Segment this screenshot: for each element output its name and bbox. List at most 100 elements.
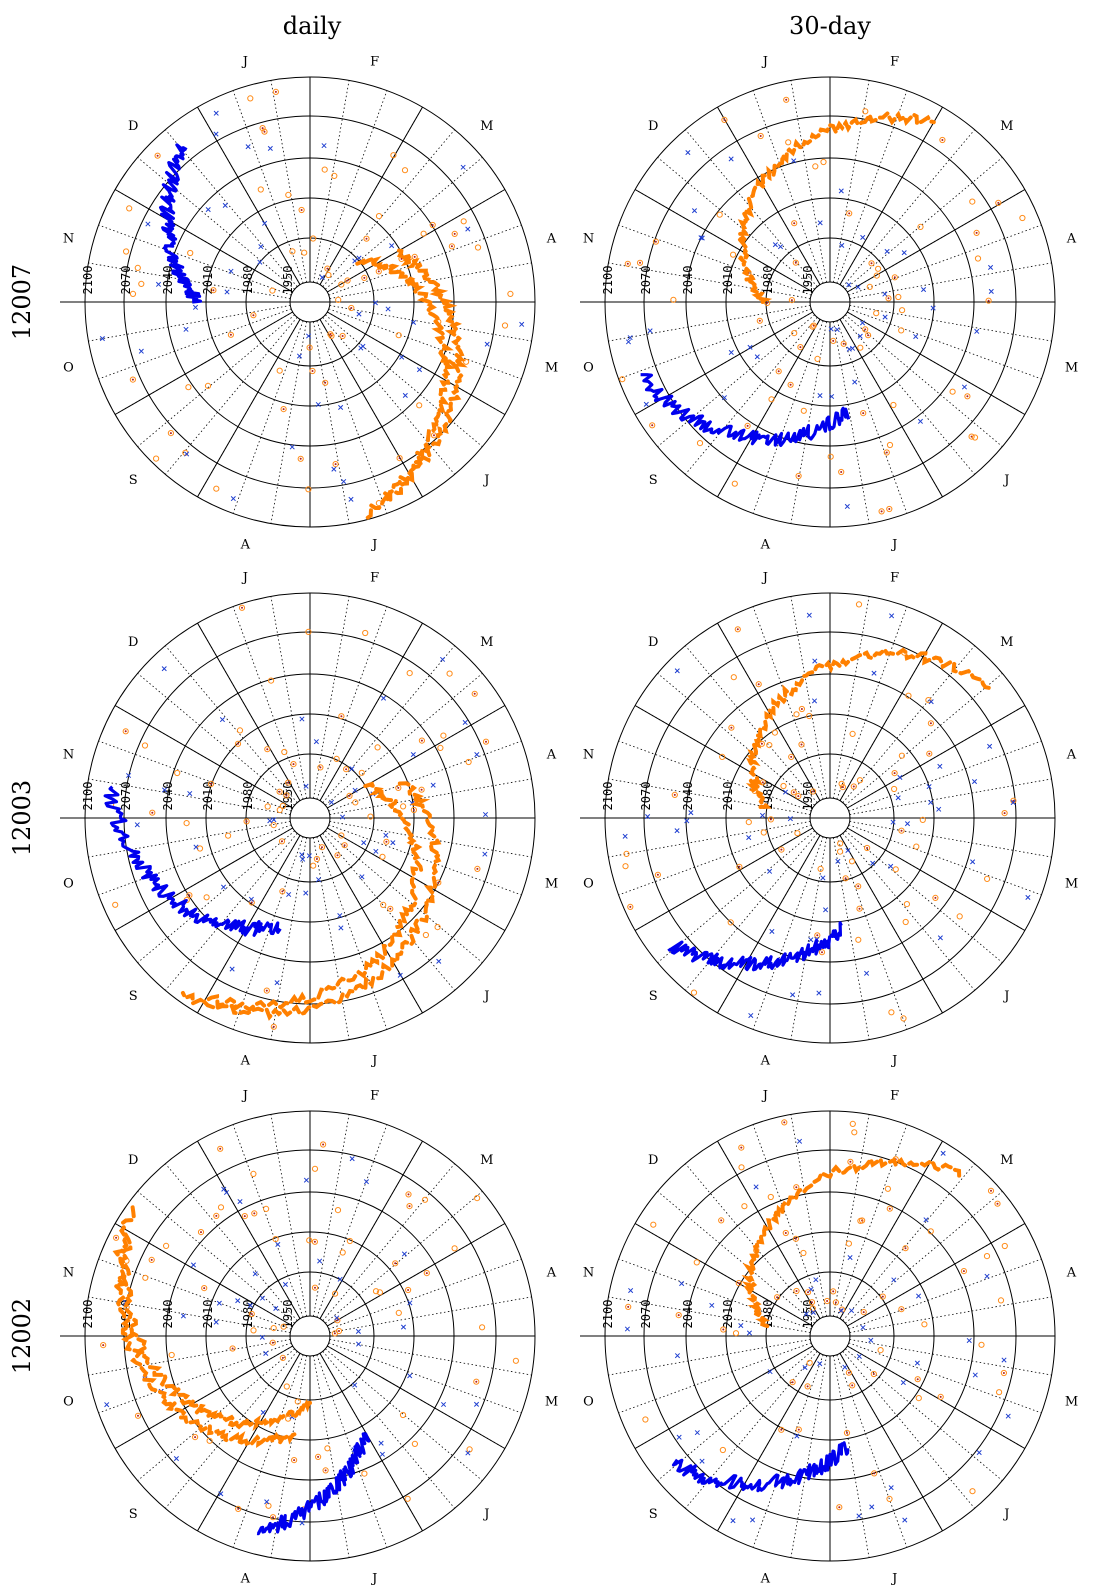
dot-marker — [241, 606, 243, 609]
circle-marker — [297, 455, 304, 462]
x-marker — [205, 207, 211, 213]
circle-marker — [768, 396, 775, 403]
dot-marker — [888, 1207, 891, 1210]
month-label: S — [649, 1507, 658, 1522]
ring-label: 1980 — [241, 1300, 255, 1329]
circle-marker — [836, 1504, 843, 1511]
circle-marker — [451, 1245, 458, 1252]
dotted-spoke — [790, 837, 827, 1040]
x-marker — [902, 1517, 908, 1523]
circle-marker — [201, 1285, 208, 1292]
x-marker — [286, 891, 292, 898]
circle-marker — [670, 296, 677, 303]
circle-marker — [818, 949, 826, 956]
circle-marker — [324, 1445, 331, 1452]
dot-marker — [315, 858, 318, 860]
month-label: J — [241, 571, 248, 586]
circle-marker — [309, 367, 316, 375]
ring-label: 2070 — [639, 782, 653, 811]
x-marker — [259, 1334, 265, 1340]
dot-marker — [656, 873, 659, 876]
x-marker — [769, 928, 775, 934]
circle-marker — [332, 1290, 339, 1297]
circle-marker — [507, 290, 514, 297]
circle-marker — [902, 1245, 909, 1252]
x-marker — [828, 326, 834, 332]
dot-marker — [450, 245, 453, 248]
circle-marker — [321, 166, 328, 173]
circle-marker — [186, 892, 193, 899]
circle-marker — [995, 199, 1002, 206]
dotted-spoke — [165, 1351, 298, 1509]
projected-spiral-2 — [365, 248, 468, 520]
circle-marker — [1001, 810, 1008, 817]
circle-marker — [878, 508, 885, 515]
circle-marker — [875, 265, 882, 272]
dot-marker — [473, 692, 476, 695]
x-marker — [440, 1401, 447, 1408]
circle-marker — [804, 1289, 812, 1296]
dot-marker — [776, 1296, 779, 1299]
dot-marker — [433, 434, 435, 437]
circle-marker — [279, 802, 286, 810]
month-spoke — [847, 1223, 1026, 1327]
month-label: N — [583, 747, 594, 762]
circle-marker — [855, 601, 863, 608]
month-label: J — [241, 55, 248, 70]
dot-marker — [308, 346, 311, 349]
ring-label: 1980 — [241, 782, 255, 811]
x-marker — [787, 816, 793, 822]
circle-marker — [281, 748, 288, 756]
dot-marker — [343, 844, 346, 847]
circle-marker — [283, 792, 290, 799]
dot-marker — [769, 818, 772, 821]
dot-marker — [282, 408, 285, 411]
x-marker — [988, 264, 994, 270]
month-label: S — [129, 1507, 138, 1522]
x-marker — [190, 1262, 197, 1268]
ring-label: 2010 — [721, 266, 735, 295]
x-marker — [228, 268, 234, 274]
dot-marker — [250, 901, 253, 904]
x-marker — [810, 1309, 816, 1316]
circle-marker — [318, 844, 326, 851]
x-marker — [674, 1353, 681, 1359]
month-label: F — [370, 1089, 379, 1104]
dot-marker — [790, 299, 793, 302]
circle-marker — [348, 304, 355, 312]
x-marker — [416, 367, 423, 373]
dot-marker — [412, 809, 415, 811]
x-marker — [303, 890, 309, 896]
circle-marker — [279, 888, 286, 895]
x-marker — [679, 1280, 685, 1287]
circle-marker — [421, 1196, 429, 1203]
dot-marker — [215, 1214, 218, 1217]
dot-marker — [783, 1121, 786, 1124]
circle-marker — [241, 1213, 248, 1220]
dot-marker — [975, 231, 978, 234]
month-label: M — [545, 1395, 558, 1410]
circle-marker — [719, 753, 726, 761]
circle-marker — [404, 1495, 411, 1502]
x-marker — [855, 284, 861, 290]
dot-marker — [124, 730, 127, 733]
dot-marker — [800, 743, 803, 746]
x-marker — [845, 847, 851, 854]
dot-marker — [229, 333, 232, 336]
circle-marker — [886, 1495, 893, 1503]
circle-marker — [141, 742, 149, 749]
dot-marker — [397, 786, 400, 789]
x-marker — [313, 739, 319, 745]
dotted-spoke — [322, 1351, 455, 1509]
month-label: J — [370, 1572, 377, 1587]
dot-marker — [990, 1189, 992, 1192]
x-marker — [820, 875, 826, 881]
dot-marker — [271, 1341, 274, 1344]
ring-label: 2100 — [81, 782, 95, 811]
x-marker — [777, 244, 784, 250]
dot-marker — [900, 829, 903, 832]
month-label: S — [649, 473, 658, 488]
x-marker — [1001, 1357, 1007, 1363]
circle-marker — [642, 1416, 649, 1423]
x-marker — [299, 1520, 305, 1526]
